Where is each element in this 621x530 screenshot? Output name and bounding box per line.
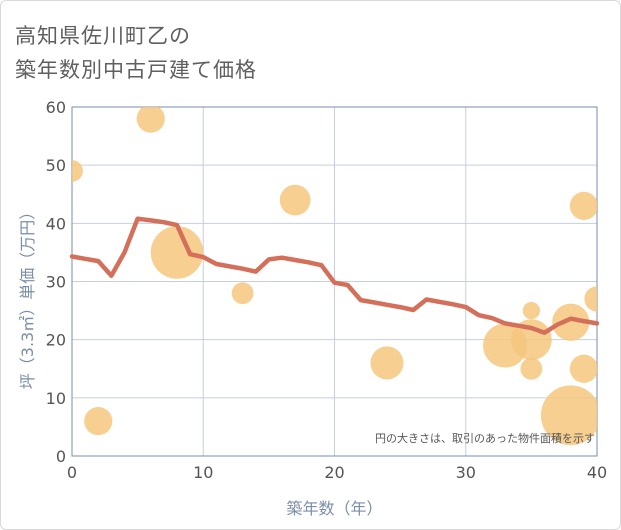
bubble-point <box>231 282 254 305</box>
bubble-point <box>569 191 597 220</box>
bubble-point <box>150 226 204 279</box>
chart-title-line1: 高知県佐川町乙の <box>15 24 191 48</box>
bubble-point <box>370 346 404 380</box>
bubble-point <box>72 160 83 182</box>
bubble-point <box>552 303 590 341</box>
x-tick-label: 10 <box>193 463 213 482</box>
x-axis-label: 築年数（年） <box>286 499 382 518</box>
x-tick-label: 30 <box>456 463 476 482</box>
bubble-point <box>84 407 113 436</box>
average-price-line <box>69 216 600 335</box>
bubble-point <box>584 286 597 312</box>
bubble-point <box>520 357 543 380</box>
y-tick-label: 40 <box>46 214 66 233</box>
y-tick-label: 50 <box>46 156 66 175</box>
y-tick-label: 60 <box>46 98 66 117</box>
chart-title: 高知県佐川町乙の 築年数別中古戸建て価格 <box>15 19 257 87</box>
y-tick-label: 0 <box>56 447 66 466</box>
chart-title-line2: 築年数別中古戸建て価格 <box>15 58 257 82</box>
y-tick-label: 20 <box>46 331 66 350</box>
bubble-point <box>136 107 165 133</box>
bubble-point <box>569 354 597 383</box>
bubble-point <box>540 385 597 446</box>
y-tick-label: 10 <box>46 389 66 408</box>
x-tick-label: 40 <box>587 463 607 482</box>
y-axis-label: 坪（3.3㎡）単価（万円） <box>18 204 37 389</box>
x-tick-label: 20 <box>324 463 344 482</box>
y-tick-label: 30 <box>46 273 66 292</box>
plot-frame <box>71 106 598 457</box>
bubble-point <box>522 301 541 320</box>
bubble-size-note: 円の大きさは、取引のあった物件面積を示す <box>375 432 595 445</box>
bubble-point <box>279 184 311 216</box>
x-tick-label: 0 <box>67 463 77 482</box>
